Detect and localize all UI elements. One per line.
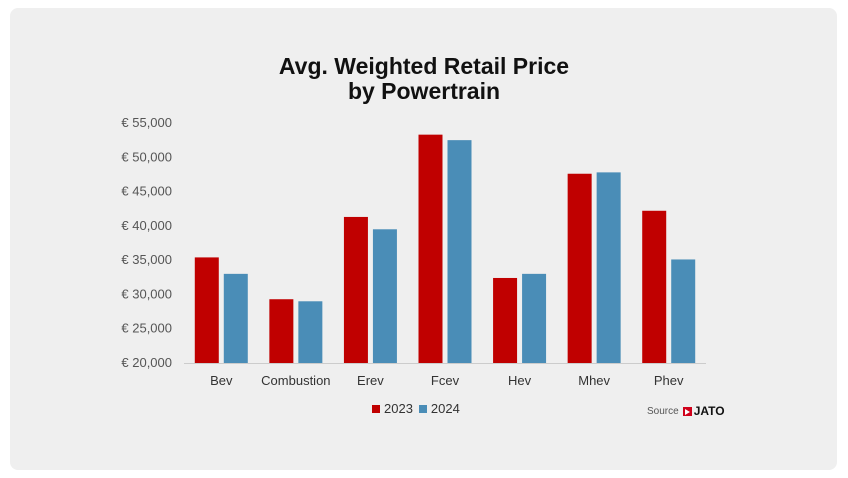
legend-swatch-2023 xyxy=(372,404,380,413)
y-tick-label: € 45,000 xyxy=(121,184,172,199)
bar-2023-erev xyxy=(343,216,368,363)
x-tick-label: Hev xyxy=(508,373,532,388)
legend-label-2023: 2023 xyxy=(384,401,413,416)
jato-logo-icon xyxy=(682,406,692,416)
legend-label-2024: 2024 xyxy=(430,401,460,416)
chart-title-line-2: by Powertrain xyxy=(347,78,501,104)
y-tick-label: € 20,000 xyxy=(121,355,172,370)
y-tick-label: € 40,000 xyxy=(121,218,172,233)
x-tick-label: Fcev xyxy=(431,373,460,388)
jato-brand: JATO xyxy=(693,404,725,418)
source-label: Source xyxy=(647,405,679,417)
x-tick-label: Combustion xyxy=(261,373,330,388)
bar-2023-combustion xyxy=(269,299,294,363)
x-tick-label: Bev xyxy=(210,373,233,388)
y-tick-label: € 55,000 xyxy=(121,115,172,130)
bar-2024-erev xyxy=(372,229,397,363)
y-tick-label: € 35,000 xyxy=(121,252,172,267)
y-tick-label: € 25,000 xyxy=(121,321,172,336)
x-tick-label: Phev xyxy=(654,373,684,388)
bar-2023-bev xyxy=(194,257,219,363)
bar-2023-phev xyxy=(642,210,667,363)
source-credit: Source JATO xyxy=(647,404,725,418)
bar-2023-fcev xyxy=(418,134,443,363)
bar-2024-combustion xyxy=(298,301,323,363)
chart-title-line-1: Avg. Weighted Retail Price xyxy=(278,53,570,79)
bar-2024-hev xyxy=(522,273,547,363)
legend-item-2023: 2023 xyxy=(372,401,413,416)
bar-2023-mhev xyxy=(567,173,592,363)
bar-2024-phev xyxy=(671,259,696,363)
x-tick-label: Mhev xyxy=(578,373,610,388)
legend: 2023 2024 xyxy=(372,401,466,416)
y-tick-label: € 30,000 xyxy=(121,286,172,301)
bar-2023-hev xyxy=(493,277,518,363)
chart-title: Avg. Weighted Retail Price by Powertrain xyxy=(0,54,848,104)
legend-item-2024: 2024 xyxy=(418,401,460,416)
bar-2024-bev xyxy=(223,273,248,363)
legend-swatch-2024 xyxy=(418,404,427,413)
bar-2024-mhev xyxy=(596,172,621,363)
x-tick-label: Erev xyxy=(357,373,384,388)
bar-2024-fcev xyxy=(447,140,472,363)
y-tick-label: € 50,000 xyxy=(121,149,172,164)
